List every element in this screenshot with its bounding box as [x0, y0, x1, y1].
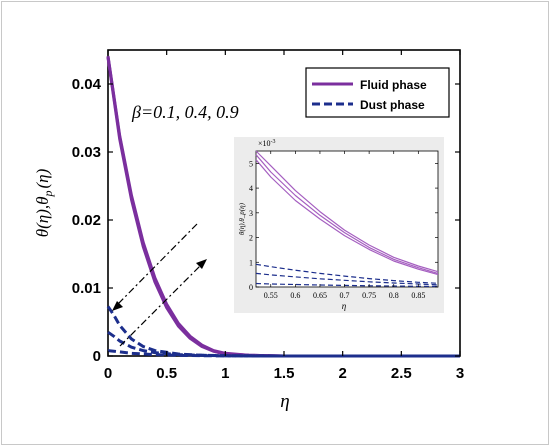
y-axis-label: θ(η),θp (η): [33, 168, 55, 237]
inset-x-tick-label: 0.75: [362, 291, 376, 300]
inset-y-tick-label: 2: [249, 234, 253, 243]
beta-arrow-2: [119, 262, 204, 347]
main-x-tick-label: 2.5: [391, 365, 412, 382]
inset-exponent-power: -3: [271, 139, 276, 145]
inset-y-tick-label: 0: [249, 283, 253, 292]
inset-exponent-base: ×10: [258, 139, 271, 148]
beta-arrow-1: [115, 223, 198, 307]
inset-y-axis-label: θ(η),θ_p(η): [238, 202, 246, 235]
legend-box: [305, 67, 450, 118]
inset-x-tick-label: 0.85: [411, 291, 425, 300]
main-x-tick-label: 0: [104, 365, 112, 382]
main-x-tick-label: 2: [338, 365, 346, 382]
main-y-tick-label: 0.03: [72, 144, 101, 161]
main-series-dust-4: [107, 330, 460, 358]
y-axis-label-main: θ(η),θ: [33, 197, 52, 238]
inset-exponent: ×10-3: [258, 139, 276, 148]
main-x-tick-label: 0.5: [156, 365, 177, 382]
main-ticks: 0 0.5 1 1.5 2 2.5 3 0 0.01 0.02 0.03 0.04: [72, 50, 464, 382]
inset-y-tick-label: 4: [249, 184, 253, 193]
inset-series-fluid-0: [255, 150, 439, 273]
beta-arrows: [112, 223, 207, 347]
inset-x-axis-label: η: [342, 301, 347, 311]
main-x-tick-label: 1: [221, 365, 229, 382]
inset-curves: [255, 150, 439, 287]
inset-series-fluid-2: [255, 159, 439, 276]
main-x-tick-label: 3: [456, 365, 464, 382]
legend-label-dust: Dust phase: [360, 98, 425, 112]
inset-series-fluid-1: [255, 154, 439, 274]
main-x-tick-label: 1.5: [274, 365, 295, 382]
x-axis-label: η: [280, 391, 289, 412]
inset-y-tick-label: 3: [249, 209, 253, 218]
legend-label-fluid: Fluid phase: [360, 78, 427, 92]
inset-ticks: 0.55 0.6 0.65 0.7 0.75 0.8 0.85 0 1 2 3 4 5: [249, 151, 438, 300]
inset-x-tick-label: 0.7: [340, 291, 350, 300]
inset-x-tick-label: 0.6: [290, 291, 300, 300]
inset-x-tick-label: 0.55: [264, 291, 278, 300]
inset-x-tick-label: 0.65: [313, 291, 327, 300]
beta-annotation: β=0.1, 0.4, 0.9: [131, 102, 239, 122]
y-axis-label-tail: (η): [33, 168, 52, 188]
main-y-tick-label: 0.04: [72, 76, 102, 93]
y-axis-label-sub: p: [41, 191, 55, 198]
inset-y-tick-label: 5: [249, 159, 253, 168]
inset-series-dust-4: [255, 272, 439, 286]
beta-arrowhead-1: [112, 301, 123, 311]
beta-arrowhead-2: [196, 259, 207, 269]
inset-x-tick-label: 0.8: [389, 291, 399, 300]
inset-series-dust-3: [255, 263, 439, 284]
main-y-tick-label: 0: [93, 348, 101, 365]
legend: Fluid phase Dust phase: [305, 67, 450, 118]
main-y-tick-label: 0.01: [72, 280, 101, 297]
main-y-tick-label: 0.02: [72, 212, 101, 229]
inset-y-tick-label: 1: [249, 258, 253, 267]
